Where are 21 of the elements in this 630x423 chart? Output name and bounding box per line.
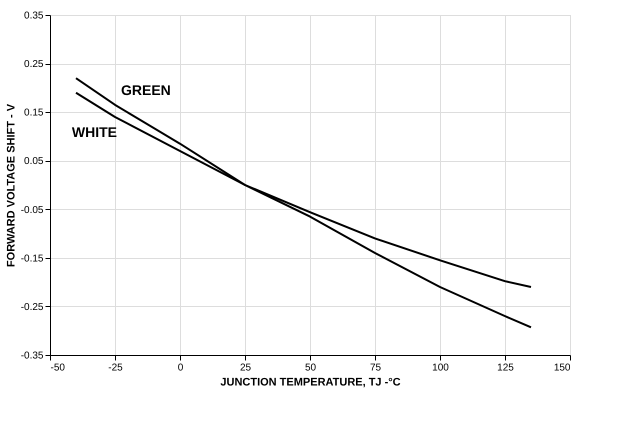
x-tick-label: -50: [50, 362, 66, 374]
x-tick-label: 100: [432, 362, 450, 374]
y-tick-label: 0.15: [24, 108, 44, 119]
y-tick-label: -0.15: [20, 253, 44, 264]
x-tick-label: 150: [554, 362, 571, 374]
y-tick-label: -0.25: [20, 302, 44, 313]
x-tick-label: 0: [178, 362, 184, 374]
x-tick-label: 50: [304, 362, 316, 374]
y-axis-title: FORWARD VOLTAGE SHIFT - V: [6, 103, 18, 268]
series-label: GREEN: [121, 82, 171, 98]
x-tick-label: 25: [240, 362, 252, 374]
y-tick-label: 0.25: [24, 59, 44, 70]
series-label: WHITE: [72, 124, 117, 140]
y-tick-label: 0.35: [24, 10, 44, 22]
x-tick-label: -25: [108, 362, 124, 374]
y-tick-label: -0.35: [20, 350, 44, 362]
y-tick-label: -0.05: [20, 204, 44, 216]
y-tick-label: 0.05: [24, 156, 44, 168]
x-tick-label: 125: [497, 362, 514, 374]
x-tick-label: 75: [370, 362, 382, 374]
x-axis-title: JUNCTION TEMPERATURE, TJ -°C: [220, 376, 401, 388]
